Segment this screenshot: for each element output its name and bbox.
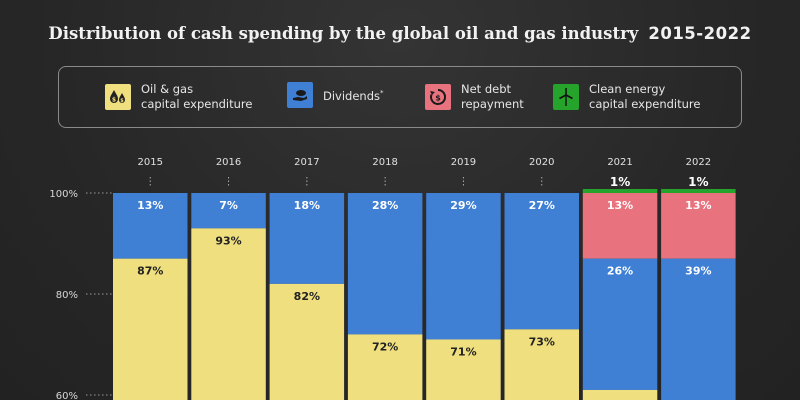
chart-title: Distribution of cash spending by the glo… <box>0 24 800 43</box>
data-label: 39% <box>685 265 711 278</box>
coin-hand-icon <box>287 82 313 108</box>
data-label: 13% <box>607 199 633 212</box>
x-tick-label: 2019 <box>451 157 476 168</box>
legend-item-net-debt: $ Net debt repayment <box>425 82 524 112</box>
bar-segment <box>582 189 658 193</box>
bar-segment <box>504 329 579 400</box>
chart-title-text: Distribution of cash spending by the glo… <box>48 24 639 43</box>
bar-segment <box>347 193 423 335</box>
data-label: 73% <box>529 335 555 348</box>
data-label: 29% <box>450 199 476 212</box>
bar-segment <box>191 193 266 229</box>
legend-item-dividends: Dividends* <box>287 82 384 108</box>
data-label: 1% <box>610 175 630 189</box>
bar-segment <box>347 334 423 400</box>
bar-segment <box>582 258 658 390</box>
bar-segment <box>191 228 266 400</box>
data-label: 93% <box>215 234 241 247</box>
bar-segment <box>582 193 658 259</box>
legend-label: Dividends* <box>323 88 384 103</box>
x-tick-label: 2017 <box>294 157 319 168</box>
chart-title-years: 2015-2022 <box>648 24 752 43</box>
legend-label: Clean energy capital expenditure <box>589 82 701 111</box>
svg-text:$: $ <box>112 97 116 104</box>
svg-text:$: $ <box>435 94 441 103</box>
bar-segment <box>269 193 345 284</box>
y-tick-label: 100% <box>49 189 78 200</box>
debt-cycle-icon: $ <box>425 84 451 110</box>
data-label: 13% <box>685 199 711 212</box>
data-label: 87% <box>137 265 163 278</box>
data-label: 13% <box>137 199 163 212</box>
legend-label: Oil & gas capital expenditure <box>141 82 253 111</box>
x-tick-label: 2020 <box>529 157 554 168</box>
data-label: 1% <box>688 175 708 189</box>
bar-segment <box>269 283 345 400</box>
y-tick-label: 60% <box>56 391 78 400</box>
svg-text:$: $ <box>120 98 124 104</box>
legend-item-oil-gas-capex: $ $ Oil & gas capital expenditure <box>105 82 252 112</box>
x-tick-label: 2018 <box>372 157 397 168</box>
data-label: 72% <box>372 340 398 353</box>
data-label: 7% <box>219 199 238 212</box>
bar-segment <box>426 339 501 400</box>
data-label: 71% <box>450 345 476 358</box>
x-tick-label: 2021 <box>607 157 632 168</box>
data-label: 26% <box>607 265 633 278</box>
data-label: 82% <box>294 290 320 303</box>
y-tick-label: 80% <box>56 290 78 301</box>
bar-segment <box>661 258 736 400</box>
bar-segment <box>661 189 736 193</box>
bar-segment <box>661 193 736 259</box>
legend-item-clean-energy: Clean energy capital expenditure <box>553 82 700 112</box>
data-label: 28% <box>372 199 398 212</box>
legend-label: Net debt repayment <box>461 82 524 111</box>
bar-segment <box>113 258 188 400</box>
bar-segment <box>582 389 658 400</box>
data-label: 27% <box>529 199 555 212</box>
bar-segment <box>426 193 501 340</box>
bar-segment <box>504 193 579 330</box>
x-tick-label: 2015 <box>138 157 163 168</box>
bar-segment <box>113 193 188 259</box>
wind-turbine-icon <box>553 84 579 110</box>
x-tick-label: 2016 <box>216 157 241 168</box>
data-label: 18% <box>294 199 320 212</box>
x-tick-label: 2022 <box>686 157 711 168</box>
oil-money-icon: $ $ <box>105 84 131 110</box>
legend: $ $ Oil & gas capital expenditure Dividen… <box>58 66 742 128</box>
